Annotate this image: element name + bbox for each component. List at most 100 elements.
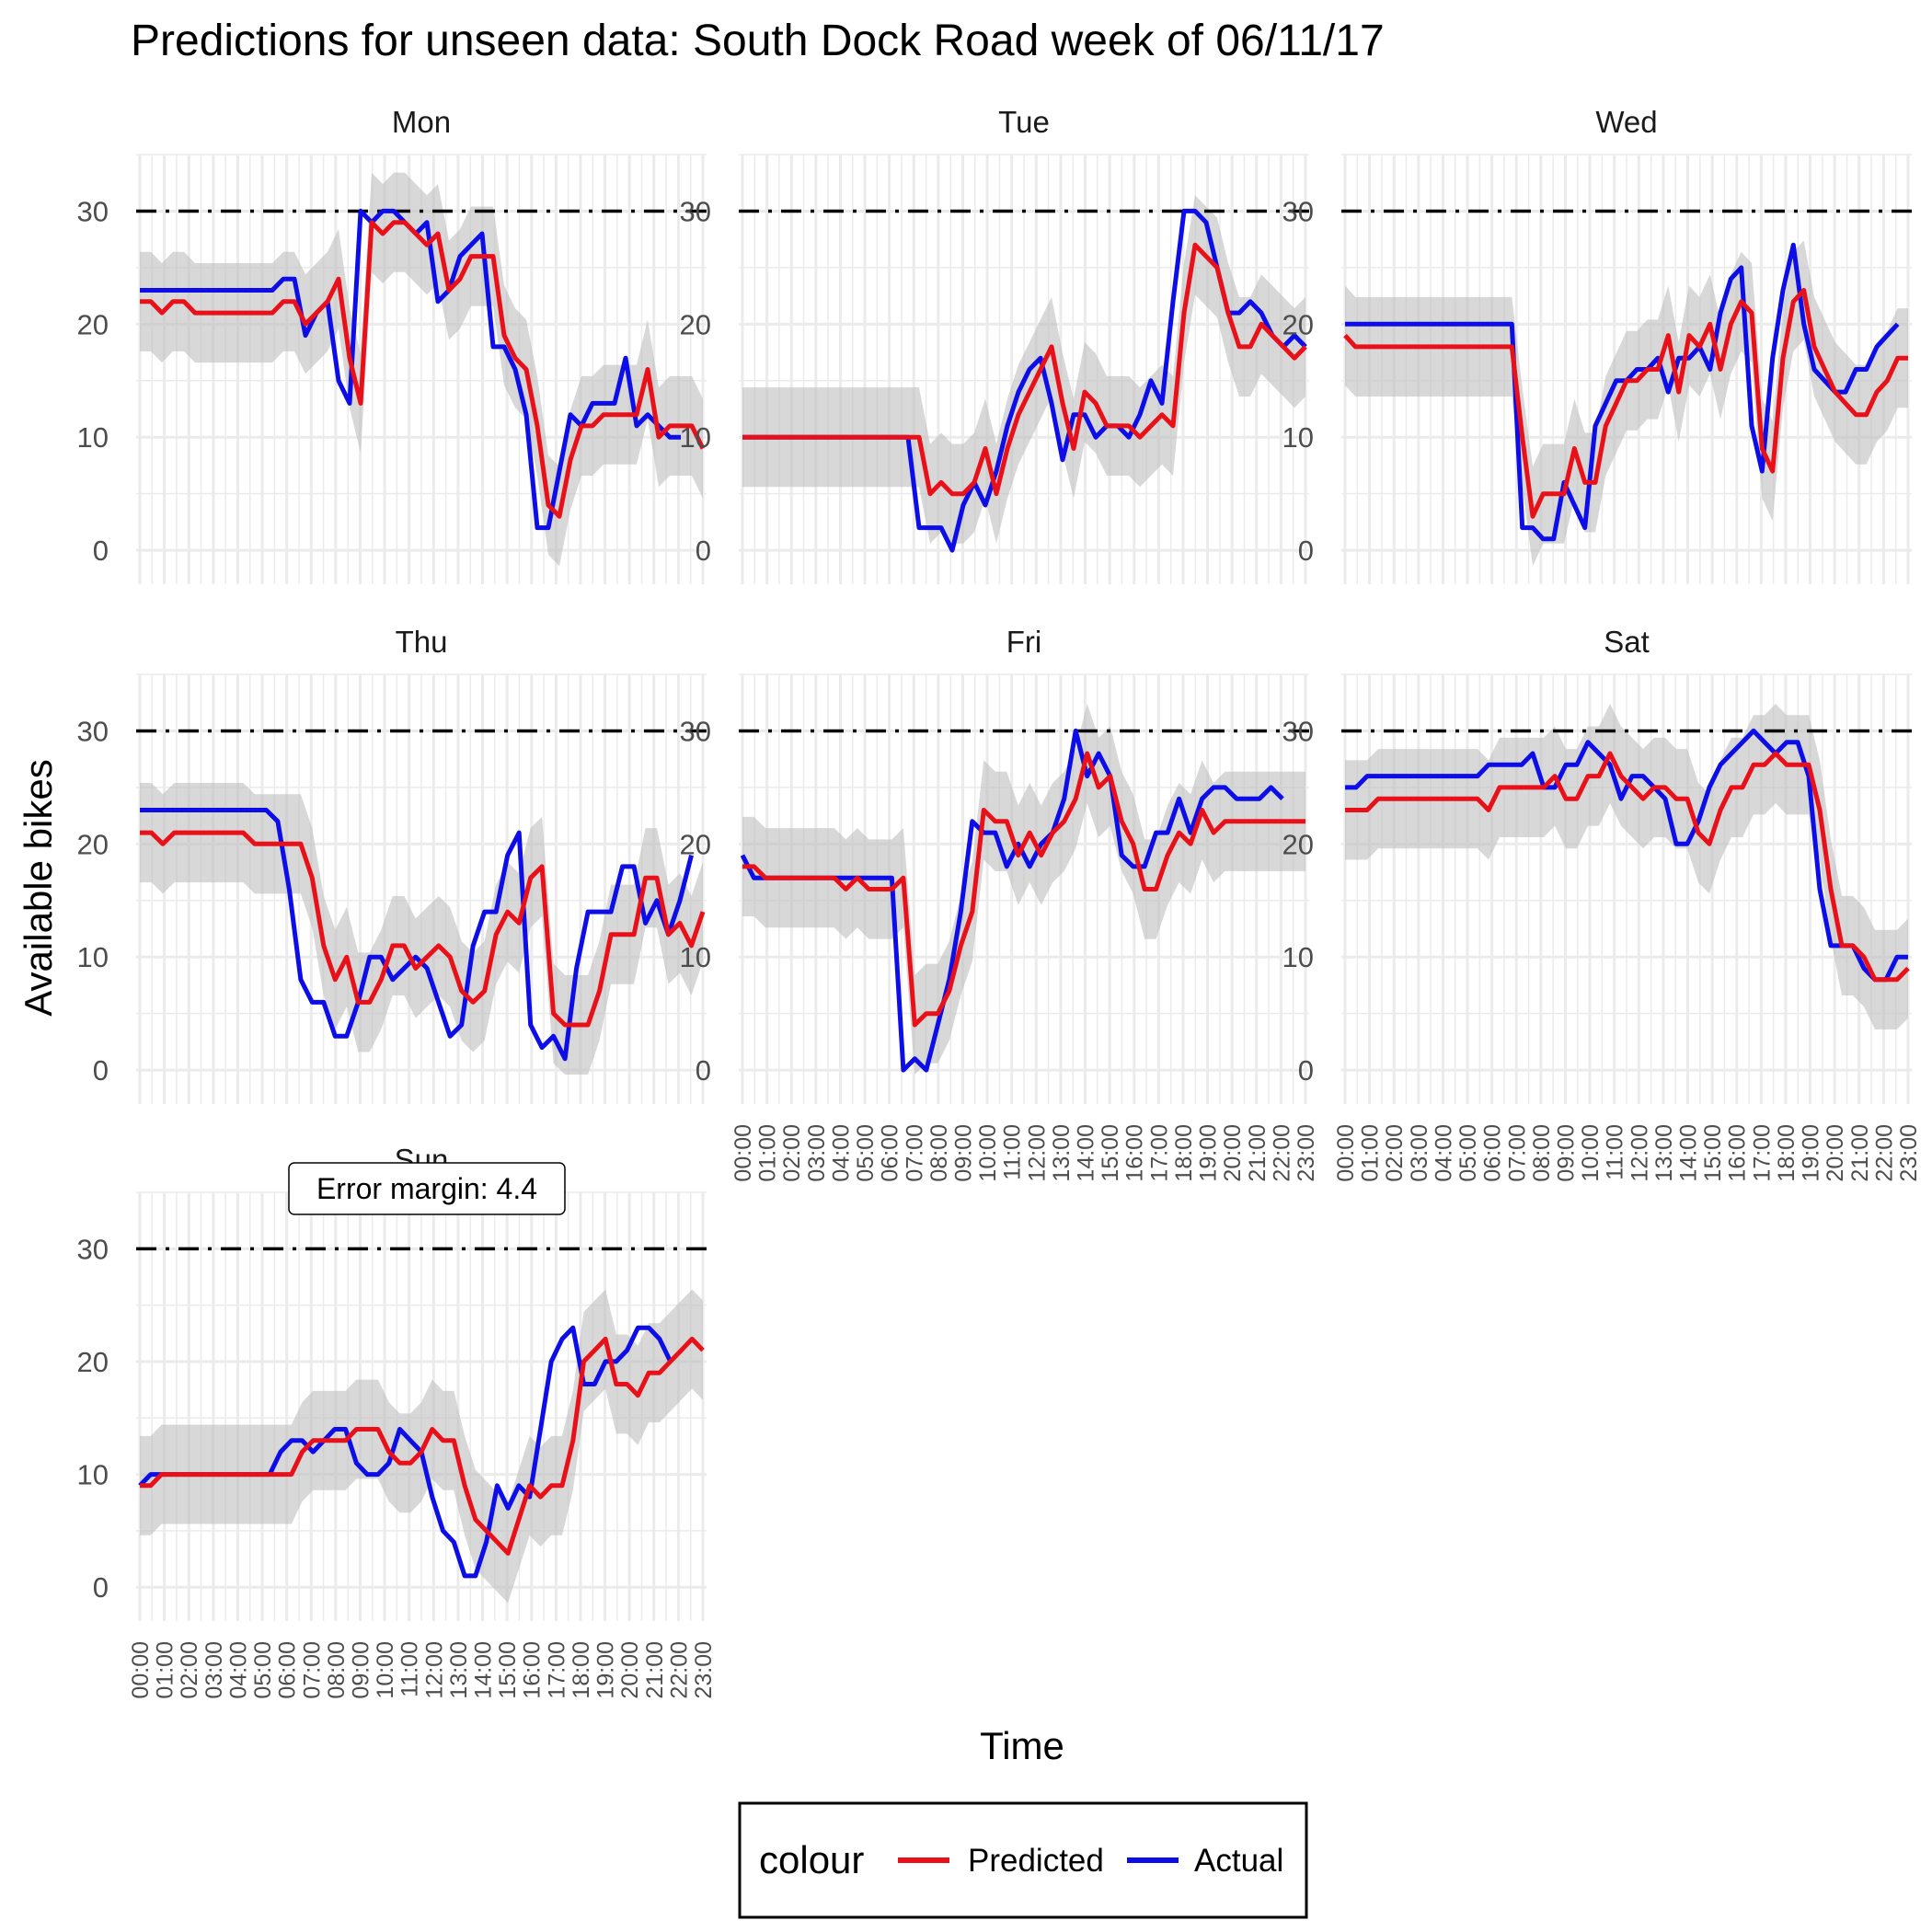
x-tick-label: 17:00 bbox=[1146, 1124, 1172, 1182]
y-tick-label: 30 bbox=[680, 195, 711, 227]
x-tick-label: 06:00 bbox=[275, 1641, 301, 1699]
panel-wed: Wed 0 10 20 30 bbox=[1282, 105, 1912, 584]
x-tick-label: 23:00 bbox=[691, 1641, 717, 1699]
x-tick-label: 14:00 bbox=[471, 1641, 497, 1699]
legend-label-actual: Actual bbox=[1194, 1843, 1283, 1879]
y-tick-label: 20 bbox=[1282, 308, 1314, 340]
x-axis-title: Time bbox=[980, 1724, 1064, 1767]
panel-label-wed: Wed bbox=[1595, 105, 1657, 139]
y-tick-label: 30 bbox=[77, 715, 109, 747]
x-tick-label: 19:00 bbox=[1196, 1124, 1222, 1182]
y-tick-label: 0 bbox=[1298, 1054, 1314, 1087]
y-tick-label: 20 bbox=[680, 828, 711, 860]
legend: colour Predicted Actual bbox=[738, 1801, 1308, 1919]
series-line-predicted bbox=[742, 751, 1305, 1028]
x-tick-label: 03:00 bbox=[201, 1641, 227, 1699]
series-line-predicted bbox=[742, 242, 1307, 497]
y-tick-label: 30 bbox=[1282, 715, 1314, 747]
panels-layer: Mon 0 10 20 30 Tue 0 10 20 30 Wed 0 10 20 30 Thu 0 10 20 30… bbox=[77, 105, 1922, 1699]
y-tick-label: 20 bbox=[1282, 828, 1314, 860]
x-tick-label: 21:00 bbox=[1847, 1124, 1873, 1182]
series-line-predicted bbox=[140, 830, 706, 1028]
y-tick-label: 0 bbox=[1298, 535, 1314, 567]
y-tick-label: 10 bbox=[77, 1459, 109, 1491]
panel-label-sat: Sat bbox=[1604, 625, 1650, 659]
x-tick-label: 18:00 bbox=[1171, 1124, 1197, 1182]
y-tick-label: 10 bbox=[1282, 421, 1314, 454]
x-tick-label: 09:00 bbox=[950, 1124, 976, 1182]
y-tick-label: 20 bbox=[77, 828, 109, 860]
x-tick-label: 22:00 bbox=[1269, 1124, 1294, 1182]
y-tick-label: 0 bbox=[93, 1054, 109, 1087]
x-tick-label: 03:00 bbox=[1407, 1124, 1432, 1182]
x-tick-label: 05:00 bbox=[250, 1641, 276, 1699]
legend-title: colour bbox=[759, 1838, 864, 1881]
y-tick-label: 0 bbox=[93, 1571, 109, 1604]
annotation-label: Error margin: 4.4 bbox=[316, 1172, 537, 1205]
x-tick-label: 21:00 bbox=[1245, 1124, 1271, 1182]
error-band bbox=[140, 1289, 703, 1604]
x-tick-label: 07:00 bbox=[299, 1641, 325, 1699]
y-tick-label: 30 bbox=[680, 715, 711, 747]
panel-mon: Mon 0 10 20 30 bbox=[77, 105, 707, 584]
error-band bbox=[140, 782, 703, 1075]
y-tick-label: 0 bbox=[696, 1054, 711, 1087]
y-tick-label: 20 bbox=[77, 308, 109, 340]
x-tick-label: 09:00 bbox=[1553, 1124, 1579, 1182]
error-band bbox=[1345, 703, 1908, 1029]
x-tick-label: 19:00 bbox=[593, 1641, 619, 1699]
x-tick-label: 17:00 bbox=[1749, 1124, 1775, 1182]
x-tick-label: 15:00 bbox=[1700, 1124, 1726, 1182]
x-tick-label: 02:00 bbox=[1382, 1124, 1408, 1182]
panel-label-mon: Mon bbox=[392, 105, 451, 139]
x-tick-label: 15:00 bbox=[495, 1641, 521, 1699]
x-tick-label: 10:00 bbox=[975, 1124, 1001, 1182]
x-tick-label: 16:00 bbox=[520, 1641, 546, 1699]
x-tick-label: 08:00 bbox=[324, 1641, 350, 1699]
x-tick-label: 06:00 bbox=[878, 1124, 903, 1182]
x-tick-label: 14:00 bbox=[1676, 1124, 1702, 1182]
x-tick-label: 07:00 bbox=[1504, 1124, 1530, 1182]
panel-label-fri: Fri bbox=[1006, 625, 1041, 659]
legend-label-predicted: Predicted bbox=[968, 1843, 1104, 1879]
x-tick-label: 05:00 bbox=[1455, 1124, 1481, 1182]
x-tick-label: 08:00 bbox=[1529, 1124, 1555, 1182]
x-tick-label: 12:00 bbox=[1024, 1124, 1050, 1182]
y-tick-label: 30 bbox=[77, 1233, 109, 1265]
y-tick-label: 10 bbox=[77, 421, 109, 454]
x-tick-label: 14:00 bbox=[1074, 1124, 1099, 1182]
series-line-predicted bbox=[140, 1336, 705, 1556]
panel-tue: Tue 0 10 20 30 bbox=[680, 105, 1309, 584]
series-line-actual bbox=[1345, 242, 1900, 542]
x-tick-label: 23:00 bbox=[1294, 1124, 1319, 1182]
y-tick-label: 30 bbox=[77, 195, 109, 227]
x-tick-label: 22:00 bbox=[1871, 1124, 1897, 1182]
annotation-box bbox=[288, 1162, 566, 1215]
y-tick-label: 10 bbox=[680, 421, 711, 454]
series-line-actual bbox=[140, 808, 694, 1062]
chart-title: Predictions for unseen data: South Dock … bbox=[131, 17, 1385, 65]
y-tick-label: 10 bbox=[680, 941, 711, 973]
x-tick-label: 00:00 bbox=[128, 1641, 154, 1699]
x-tick-label: 03:00 bbox=[804, 1124, 830, 1182]
x-tick-label: 06:00 bbox=[1480, 1124, 1506, 1182]
panel-thu: Thu 0 10 20 30 bbox=[77, 625, 707, 1104]
x-tick-label: 10:00 bbox=[1578, 1124, 1604, 1182]
x-tick-label: 11:00 bbox=[1000, 1124, 1026, 1180]
panel-fri: Fri 0 10 20 30 00:0001:0002:0003:0004:0005:00… bbox=[680, 625, 1319, 1182]
x-tick-label: 00:00 bbox=[1333, 1124, 1359, 1182]
x-tick-label: 01:00 bbox=[153, 1641, 178, 1699]
x-tick-label: 16:00 bbox=[1122, 1124, 1148, 1182]
x-tick-label: 04:00 bbox=[828, 1124, 854, 1182]
x-tick-label: 08:00 bbox=[926, 1124, 952, 1182]
x-tick-label: 17:00 bbox=[544, 1641, 569, 1699]
x-tick-label: 02:00 bbox=[779, 1124, 805, 1182]
error-band bbox=[742, 703, 1305, 1075]
y-tick-label: 0 bbox=[93, 535, 109, 567]
series-line-predicted bbox=[1345, 751, 1910, 983]
x-tick-label: 16:00 bbox=[1725, 1124, 1751, 1182]
x-tick-label: 05:00 bbox=[853, 1124, 879, 1182]
y-tick-label: 30 bbox=[1282, 195, 1314, 227]
